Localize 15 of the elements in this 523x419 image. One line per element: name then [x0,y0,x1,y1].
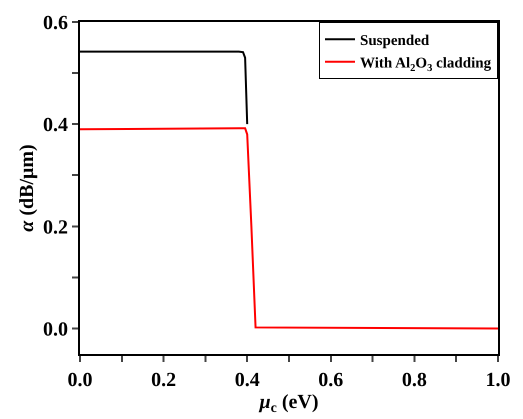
y-axis-title: α (dB/μm) [16,144,38,232]
x-tick-label: 0.4 [234,369,260,391]
x-tick-label: 0.0 [68,369,92,391]
legend-label: Suspended [360,33,430,50]
line-series [80,127,498,330]
x-axis-title: μ$_{c}$ (eV) [258,391,318,416]
legend-label: With Al$_{2}$O$_{3}$ cladding [360,56,492,74]
x-tick-label: 1.0 [486,369,510,391]
y-tick-label: 0.6 [43,12,68,34]
y-tick-label: 0.0 [43,318,68,340]
x-tick-label: 0.8 [402,369,427,391]
x-tick-label: 0.2 [151,369,176,391]
y-tick-label: 0.2 [43,216,68,238]
y-tick-label: 0.4 [43,114,68,136]
x-tick-label: 0.6 [318,369,344,391]
